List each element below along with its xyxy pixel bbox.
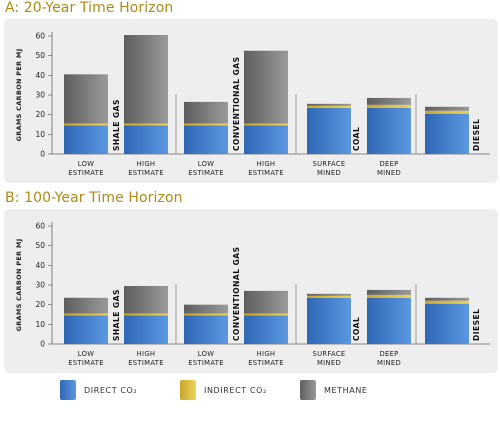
category-label: SURFACE MINED [313, 160, 346, 177]
bar-segment-methane [64, 74, 108, 124]
y-tick-label: 50 [35, 51, 45, 60]
legend-item-direct: DIRECT CO₂ [60, 380, 137, 400]
y-tick-label: 0 [40, 340, 45, 349]
bar-segment-methane [425, 297, 469, 301]
group-label: DIESEL [472, 309, 481, 341]
legend-item-methane: METHANE [300, 380, 368, 400]
bar-segment-methane [367, 97, 411, 105]
category-label: DEEP MINED [377, 350, 401, 367]
category-label: SURFACE MINED [313, 350, 346, 367]
category-label: HIGH ESTIMATE [248, 160, 284, 177]
bar-segment-indirect [124, 313, 168, 316]
bar-segment-indirect [184, 123, 228, 126]
group-label: COAL [352, 317, 361, 341]
group-label: CONVENTIONAL GAS [232, 247, 241, 341]
bar-segment-indirect [367, 294, 411, 298]
category-label: HIGH ESTIMATE [248, 350, 284, 367]
bar-segment-direct [367, 107, 411, 154]
bar-segment-methane [367, 289, 411, 295]
y-tick-label: 20 [35, 300, 45, 309]
y-tick-label: 30 [35, 91, 45, 100]
group-label: SHALE GAS [112, 99, 121, 151]
bar-segment-indirect [64, 123, 108, 126]
legend-item-indirect: INDIRECT CO₂ [180, 380, 267, 400]
bar-segment-indirect [307, 295, 351, 298]
chart-a-title: A: 20-Year Time Horizon [5, 0, 174, 16]
bar-segment-methane [184, 101, 228, 124]
bar-segment-indirect [425, 300, 469, 304]
bar-segment-indirect [184, 313, 228, 316]
y-tick-label: 50 [35, 241, 45, 250]
y-tick-label: 40 [35, 71, 45, 80]
bar-segment-indirect [64, 313, 108, 316]
group-label: CONVENTIONAL GAS [232, 57, 241, 151]
legend-label-methane: METHANE [324, 385, 368, 395]
group-label: COAL [352, 127, 361, 151]
chart-b-plot: GRAMS CARBON PER MJ 0 10 20 30 40 50 60 LOW ESTIM… [15, 222, 490, 367]
category-label: LOW ESTIMATE [68, 160, 104, 177]
bar-segment-direct [64, 125, 108, 154]
y-tick-label: 60 [35, 32, 45, 41]
bar-segment-direct [244, 125, 288, 154]
legend-label-indirect: INDIRECT CO₂ [204, 385, 267, 395]
group-label: SHALE GAS [112, 289, 121, 341]
y-tick-label: 40 [35, 261, 45, 270]
bar-segment-direct [244, 315, 288, 344]
bar-segment-methane [124, 35, 168, 124]
chart-a-plot: GRAMS CARBON PER MJ 0 10 20 30 40 50 60 LOW ESTIM… [15, 32, 490, 177]
y-tick-label: 60 [35, 222, 45, 231]
bar-segment-methane [244, 50, 288, 124]
bar-segment-indirect [367, 104, 411, 108]
bar-segment-methane [244, 290, 288, 314]
bar-segment-methane [307, 103, 351, 106]
legend-swatch-indirect [180, 380, 196, 400]
bar-segment-methane [124, 285, 168, 314]
bar-segment-direct [425, 303, 469, 344]
bar-segment-direct [367, 297, 411, 344]
category-label: LOW ESTIMATE [68, 350, 104, 367]
bar-segment-methane [64, 297, 108, 314]
bar-segment-indirect [244, 123, 288, 126]
bar-segment-indirect [307, 105, 351, 108]
y-axis-label: GRAMS CARBON PER MJ [15, 239, 23, 332]
bar-segment-methane [425, 106, 469, 111]
y-tick-label: 30 [35, 281, 45, 290]
bar-segment-direct [307, 107, 351, 154]
y-axis-label: GRAMS CARBON PER MJ [15, 49, 23, 142]
y-tick-label: 10 [35, 320, 45, 329]
bar-segment-direct [184, 125, 228, 154]
category-label: DEEP MINED [377, 160, 401, 177]
category-label: LOW ESTIMATE [188, 350, 224, 367]
y-tick-label: 10 [35, 130, 45, 139]
bar-segment-direct [64, 315, 108, 344]
bar-segment-direct [425, 113, 469, 154]
legend-swatch-direct [60, 380, 76, 400]
chart-a-panel: GRAMS CARBON PER MJ 0 10 20 30 40 50 60 LOW ESTIM… [4, 19, 498, 183]
bar-segment-direct [307, 297, 351, 344]
chart-b-panel: GRAMS CARBON PER MJ 0 10 20 30 40 50 60 LOW ESTIM… [4, 209, 498, 373]
bar-segment-indirect [425, 110, 469, 114]
y-tick-label: 0 [40, 150, 45, 159]
group-label: DIESEL [472, 119, 481, 151]
bar-segment-indirect [124, 123, 168, 126]
bar-segment-direct [184, 315, 228, 344]
bar-segment-methane [184, 304, 228, 314]
legend-swatch-methane [300, 380, 316, 400]
bar-segment-methane [307, 293, 351, 296]
bar-segment-indirect [244, 313, 288, 316]
category-label: LOW ESTIMATE [188, 160, 224, 177]
y-tick-label: 20 [35, 110, 45, 119]
bar-segment-direct [124, 125, 168, 154]
chart-b-title: B: 100-Year Time Horizon [5, 190, 183, 206]
legend: DIRECT CO₂ INDIRECT CO₂ METHANE [0, 380, 500, 410]
category-label: HIGH ESTIMATE [128, 350, 164, 367]
category-label: HIGH ESTIMATE [128, 160, 164, 177]
bar-segment-direct [124, 315, 168, 344]
legend-label-direct: DIRECT CO₂ [84, 385, 138, 395]
